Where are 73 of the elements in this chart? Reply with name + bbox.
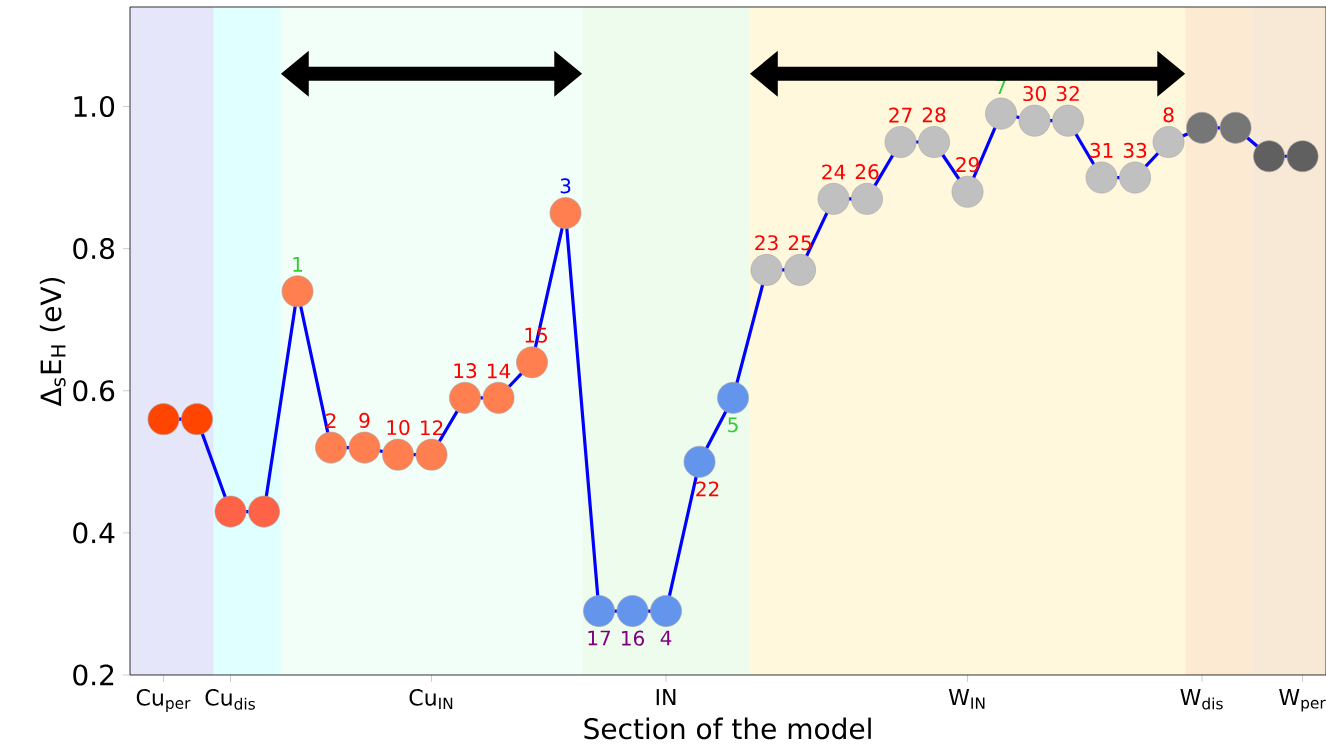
y-tick-label: 0.8 — [73, 238, 115, 260]
point — [214, 495, 247, 528]
annotation: 32 — [1056, 85, 1079, 102]
y-tick-label: 0.4 — [73, 522, 115, 544]
annotation: 9 — [359, 412, 370, 428]
annotation: 4 — [660, 630, 672, 646]
annotation: 8 — [1163, 107, 1174, 123]
annotation: 16 — [622, 630, 645, 646]
annotation: 24 — [822, 164, 846, 180]
annotation: 14 — [487, 363, 511, 379]
annotation: 31 — [1090, 142, 1113, 158]
annotation: 10 — [387, 419, 410, 436]
point — [382, 438, 414, 471]
point — [449, 381, 481, 414]
y-tick-label: 0.6 — [73, 380, 115, 402]
y-tick-label: 1.0 — [74, 95, 115, 118]
annotation: 12 — [420, 420, 443, 436]
point — [750, 254, 783, 286]
x-tick-label: W$_{per}$ — [1279, 689, 1326, 712]
annotation: 28 — [922, 107, 946, 123]
annotation: 23 — [755, 235, 778, 251]
point — [181, 403, 213, 436]
point — [851, 182, 883, 215]
point — [415, 438, 448, 471]
x-tick-label: Cu$_{per}$ — [136, 689, 191, 712]
y-axis-title: Δ$_{s}$E$_{H}$ (eV) — [39, 277, 66, 407]
point — [1052, 104, 1084, 137]
annotation: 5 — [728, 417, 738, 433]
point — [1085, 161, 1118, 194]
x-tick-label: Cu$_{dis}$ — [205, 689, 255, 710]
annotation: 2 — [326, 413, 336, 428]
point — [147, 403, 180, 436]
point — [918, 126, 950, 158]
x-tick-label: Cu$_{IN}$ — [409, 689, 453, 710]
point — [1219, 111, 1252, 144]
x-tick-label: W$_{dis}$ — [1180, 689, 1223, 710]
annotation: 22 — [696, 481, 719, 497]
point — [315, 431, 347, 464]
x-axis-title: Section of the model — [584, 717, 871, 740]
point — [1152, 126, 1185, 158]
point — [683, 445, 716, 478]
point — [348, 431, 381, 464]
point — [884, 126, 917, 158]
point — [985, 97, 1017, 130]
y-tick-label: 0.2 — [73, 664, 114, 686]
annotation: 3 — [560, 178, 571, 194]
point — [281, 275, 314, 308]
annotation: 25 — [788, 235, 812, 251]
annotation: 1 — [293, 257, 303, 272]
point — [583, 595, 615, 627]
annotation: 30 — [1023, 85, 1046, 102]
x-tick-label: IN — [656, 689, 676, 706]
point — [1018, 104, 1051, 137]
point — [248, 495, 280, 528]
point — [1253, 140, 1285, 173]
point — [951, 175, 984, 208]
annotation: 29 — [956, 157, 979, 173]
point — [549, 197, 582, 229]
point — [1186, 111, 1218, 144]
point — [717, 381, 749, 414]
annotation: 13 — [454, 363, 477, 379]
point — [516, 346, 548, 379]
point — [784, 254, 816, 286]
point — [482, 381, 515, 414]
point — [650, 595, 682, 627]
annotation: 27 — [889, 107, 912, 123]
point — [817, 182, 850, 215]
annotation: 26 — [855, 164, 879, 180]
annotation: 33 — [1123, 142, 1147, 158]
point — [616, 595, 649, 627]
x-tick-label: W$_{IN}$ — [948, 689, 985, 709]
point — [1119, 161, 1151, 194]
annotation: 17 — [588, 630, 611, 646]
